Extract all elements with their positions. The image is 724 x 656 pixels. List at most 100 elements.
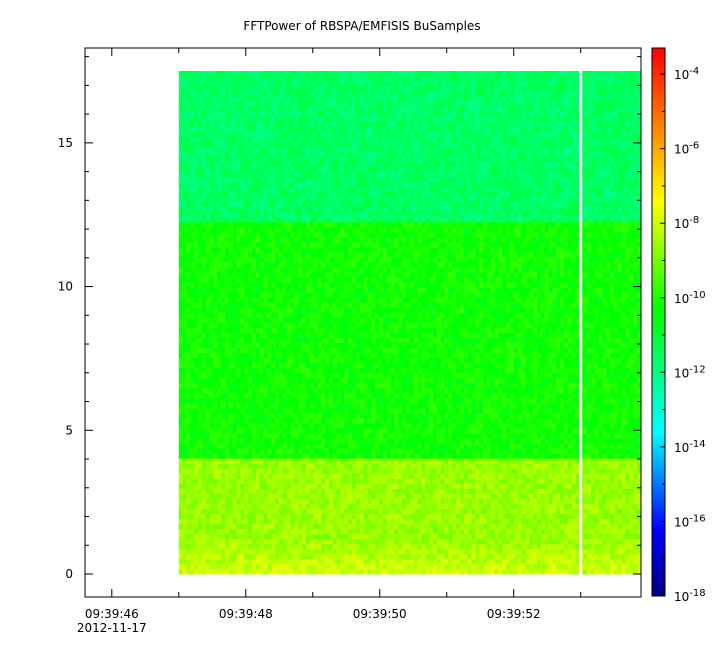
spectrogram-cell	[459, 423, 465, 429]
spectrogram-cell	[259, 503, 264, 510]
spectrogram-cell	[548, 518, 553, 525]
spectrogram-cell	[271, 397, 276, 404]
spectrogram-cell	[517, 392, 522, 399]
spectrogram-cell	[359, 372, 365, 379]
spectrogram-cell	[506, 488, 511, 494]
spectrogram-cell	[471, 377, 476, 384]
spectrogram-cell	[409, 523, 415, 530]
spectrogram-cell	[563, 387, 569, 394]
spectrogram-cell	[352, 468, 357, 474]
spectrogram-cell	[479, 548, 484, 555]
spectrogram-cell	[433, 533, 438, 540]
spectrogram-cell	[529, 372, 534, 379]
spectrogram-cell	[433, 428, 438, 434]
spectrogram-cell	[417, 533, 422, 540]
spectrogram-cell	[475, 413, 480, 419]
spectrogram-cell	[367, 528, 372, 535]
spectrogram-cell	[563, 448, 569, 454]
spectrogram-cell	[552, 448, 557, 454]
spectrogram-cell	[329, 413, 334, 419]
spectrogram-cell	[537, 558, 542, 565]
spectrogram-cell	[598, 548, 603, 555]
spectrogram-cell	[471, 438, 476, 444]
spectrogram-cell	[637, 533, 641, 540]
spectrogram-cell	[182, 468, 187, 474]
spectrogram-cell	[525, 568, 530, 575]
spectrogram-cell	[390, 382, 395, 389]
spectrogram-cell	[521, 372, 526, 379]
spectrogram-cell	[406, 443, 411, 449]
spectrogram-cell	[490, 503, 496, 510]
spectrogram-cell	[201, 372, 207, 379]
spectrogram-cell	[178, 538, 184, 545]
spectrogram-cell	[575, 387, 580, 394]
spectrogram-cell	[340, 423, 345, 429]
spectrogram-cell	[363, 528, 368, 535]
spectrogram-cell	[525, 408, 530, 414]
spectrogram-cell	[278, 408, 284, 414]
spectrogram-cell	[275, 478, 280, 484]
spectrogram-cell	[313, 538, 318, 545]
spectrogram-cell	[228, 553, 234, 560]
spectrogram-cell	[567, 538, 573, 545]
spectrogram-cell	[275, 428, 280, 434]
spectrogram-cell	[240, 473, 245, 479]
spectrogram-cell	[467, 387, 472, 394]
spectrogram-cell	[225, 458, 230, 464]
spectrogram-cell	[475, 543, 480, 550]
spectrogram-cell	[529, 382, 534, 389]
spectrogram-cell	[560, 392, 565, 399]
spectrogram-cell	[552, 538, 557, 545]
spectrogram-cell	[379, 377, 384, 384]
spectrogram-cell	[182, 508, 187, 515]
spectrogram-cell	[255, 402, 261, 409]
spectrogram-cell	[413, 448, 418, 454]
spectrogram-cell	[444, 443, 449, 449]
spectrogram-cell	[433, 538, 438, 545]
spectrogram-cell	[490, 473, 496, 479]
spectrogram-cell	[194, 513, 199, 520]
spectrogram-cell	[244, 382, 249, 389]
spectrogram-cell	[317, 433, 322, 439]
spectrogram-cell	[182, 523, 187, 530]
spectrogram-cell	[533, 553, 538, 560]
spectrogram-cell	[363, 558, 368, 565]
spectrogram-cell	[433, 493, 438, 499]
spectrogram-cell	[305, 518, 311, 525]
spectrogram-cell	[433, 453, 438, 459]
spectrogram-cell	[236, 372, 241, 379]
spectrogram-cell	[533, 453, 538, 459]
spectrogram-cell	[637, 423, 641, 429]
spectrogram-cell	[363, 543, 368, 550]
spectrogram-cell	[294, 448, 299, 454]
spectrogram-cell	[263, 438, 268, 444]
spectrogram-cell	[548, 538, 553, 545]
spectrogram-cell	[244, 538, 249, 545]
spectrogram-cell	[563, 533, 569, 540]
spectrogram-cell	[305, 392, 311, 399]
spectrogram-cell	[282, 483, 288, 489]
spectrogram-cell	[382, 543, 388, 550]
spectrogram-cell	[629, 458, 634, 464]
spectrogram-cell	[305, 508, 311, 515]
spectrogram-cell	[533, 377, 538, 384]
spectrogram-cell	[417, 473, 422, 479]
spectrogram-cell	[494, 513, 499, 520]
spectrogram-cell	[560, 563, 565, 570]
spectrogram-cell	[379, 428, 384, 434]
spectrogram-cell	[494, 443, 499, 449]
spectrogram-cell	[440, 483, 445, 489]
spectrogram-cell	[398, 513, 403, 520]
spectrogram-cell	[575, 543, 580, 550]
spectrogram-cell	[286, 498, 291, 504]
spectrogram-cell	[352, 553, 357, 560]
spectrogram-cell	[371, 508, 376, 515]
spectrogram-cell	[498, 438, 503, 444]
spectrogram-cell	[321, 483, 326, 489]
spectrogram-cell	[213, 382, 218, 389]
spectrogram-cell	[271, 402, 276, 409]
spectrogram-cell	[448, 553, 453, 560]
spectrogram-cell	[340, 367, 345, 374]
spectrogram-cell	[436, 503, 442, 510]
spectrogram-cell	[182, 463, 187, 469]
